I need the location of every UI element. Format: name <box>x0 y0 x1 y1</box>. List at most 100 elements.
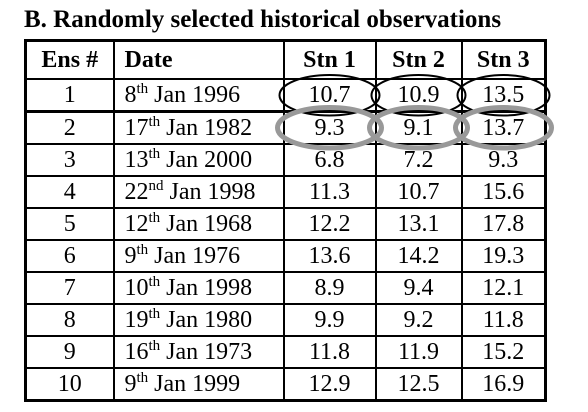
cell-stn3: 12.1 <box>460 271 547 305</box>
date-suffix: th <box>148 274 161 290</box>
cell-ens: 5 <box>24 207 115 241</box>
cell-stn1: 13.6 <box>282 239 377 273</box>
date-month-year: Jan 1968 <box>160 211 253 237</box>
cell-stn2: 10.9 <box>374 78 463 113</box>
cell-stn3: 13.7 <box>460 110 547 145</box>
date-month-year: Jan 1999 <box>148 371 241 397</box>
cell-stn1: 6.8 <box>282 143 377 177</box>
cell-stn1: 12.9 <box>282 367 377 402</box>
header-ens: Ens # <box>24 39 115 80</box>
cell-ens: 3 <box>24 143 115 177</box>
date-month-year: Jan 1982 <box>160 115 253 141</box>
date-month-year: Jan 1996 <box>148 82 241 108</box>
date-day: 10 <box>124 275 149 301</box>
date-suffix: th <box>136 81 149 97</box>
date-day: 8 <box>124 82 137 108</box>
cell-date: 19th Jan 1980 <box>112 303 285 337</box>
table-row: 5 12th Jan 1968 12.2 13.1 17.8 <box>24 207 547 241</box>
cell-ens: 8 <box>24 303 115 337</box>
cell-stn2: 10.7 <box>374 175 463 209</box>
cell-stn1: 11.3 <box>282 175 377 209</box>
observations-table-wrap: Ens # Date Stn 1 Stn 2 Stn 3 1 8th Jan 19… <box>24 39 547 402</box>
cell-stn3: 17.8 <box>460 207 547 241</box>
cell-stn1: 11.8 <box>282 335 377 369</box>
cell-stn1: 12.2 <box>282 207 377 241</box>
date-day: 19 <box>124 307 149 333</box>
date-month-year: Jan 1976 <box>148 243 241 269</box>
cell-ens: 7 <box>24 271 115 305</box>
cell-date: 12th Jan 1968 <box>112 207 285 241</box>
cell-ens: 6 <box>24 239 115 273</box>
date-day: 13 <box>124 147 149 173</box>
date-suffix: nd <box>148 178 164 194</box>
header-stn3: Stn 3 <box>460 39 547 80</box>
cell-stn2: 9.2 <box>374 303 463 337</box>
cell-ens: 9 <box>24 335 115 369</box>
date-suffix: th <box>148 306 161 322</box>
date-suffix: th <box>136 370 149 386</box>
date-month-year: Jan 1998 <box>163 179 256 205</box>
date-month-year: Jan 1998 <box>160 275 253 301</box>
date-day: 9 <box>124 371 137 397</box>
date-suffix: th <box>136 242 149 258</box>
table-row: 4 22nd Jan 1998 11.3 10.7 15.6 <box>24 175 547 209</box>
header-row: Ens # Date Stn 1 Stn 2 Stn 3 <box>24 39 547 80</box>
cell-ens: 10 <box>24 367 115 402</box>
cell-stn2: 11.9 <box>374 335 463 369</box>
table-row: 6 9th Jan 1976 13.6 14.2 19.3 <box>24 239 547 273</box>
cell-stn3: 11.8 <box>460 303 547 337</box>
date-month-year: Jan 1973 <box>160 339 253 365</box>
cell-stn2: 9.1 <box>374 110 463 145</box>
cell-date: 9th Jan 1999 <box>112 367 285 402</box>
header-stn1: Stn 1 <box>282 39 377 80</box>
cell-ens: 4 <box>24 175 115 209</box>
date-suffix: th <box>148 114 161 130</box>
cell-stn2: 13.1 <box>374 207 463 241</box>
cell-ens: 2 <box>24 110 115 145</box>
date-day: 9 <box>124 243 137 269</box>
table-title: B. Randomly selected historical observat… <box>24 6 502 33</box>
cell-stn2: 7.2 <box>374 143 463 177</box>
cell-stn2: 12.5 <box>374 367 463 402</box>
table-row: 8 19th Jan 1980 9.9 9.2 11.8 <box>24 303 547 337</box>
date-day: 17 <box>124 115 149 141</box>
table-body: 1 8th Jan 1996 10.7 10.9 13.5 2 17th Jan 1982 9… <box>24 78 547 402</box>
date-suffix: th <box>148 146 161 162</box>
table-row: 1 8th Jan 1996 10.7 10.9 13.5 <box>24 78 547 113</box>
date-day: 22 <box>124 179 149 205</box>
date-suffix: th <box>148 210 161 226</box>
cell-stn3: 15.6 <box>460 175 547 209</box>
cell-stn3: 16.9 <box>460 367 547 402</box>
date-day: 12 <box>124 211 149 237</box>
cell-stn1: 8.9 <box>282 271 377 305</box>
table-row: 7 10th Jan 1998 8.9 9.4 12.1 <box>24 271 547 305</box>
cell-date: 10th Jan 1998 <box>112 271 285 305</box>
cell-date: 9th Jan 1976 <box>112 239 285 273</box>
date-month-year: Jan 2000 <box>160 147 253 173</box>
header-stn2: Stn 2 <box>374 39 463 80</box>
cell-stn3: 15.2 <box>460 335 547 369</box>
cell-stn1: 9.3 <box>282 110 377 145</box>
cell-stn3: 9.3 <box>460 143 547 177</box>
date-suffix: th <box>148 338 161 354</box>
cell-date: 22nd Jan 1998 <box>112 175 285 209</box>
table-row: 9 16th Jan 1973 11.8 11.9 15.2 <box>24 335 547 369</box>
date-day: 16 <box>124 339 149 365</box>
cell-date: 13th Jan 2000 <box>112 143 285 177</box>
table-row: 10 9th Jan 1999 12.9 12.5 16.9 <box>24 367 547 402</box>
cell-stn1: 9.9 <box>282 303 377 337</box>
cell-ens: 1 <box>24 78 115 113</box>
table-row: 2 17th Jan 1982 9.3 9.1 13.7 <box>24 110 547 145</box>
cell-stn2: 14.2 <box>374 239 463 273</box>
table-row: 3 13th Jan 2000 6.8 7.2 9.3 <box>24 143 547 177</box>
date-month-year: Jan 1980 <box>160 307 253 333</box>
observations-table: Ens # Date Stn 1 Stn 2 Stn 3 1 8th Jan 19… <box>24 39 547 402</box>
cell-date: 17th Jan 1982 <box>112 110 285 145</box>
cell-date: 8th Jan 1996 <box>112 78 285 113</box>
header-date: Date <box>112 39 285 80</box>
cell-stn3: 13.5 <box>460 78 547 113</box>
cell-stn1: 10.7 <box>282 78 377 113</box>
cell-date: 16th Jan 1973 <box>112 335 285 369</box>
cell-stn2: 9.4 <box>374 271 463 305</box>
cell-stn3: 19.3 <box>460 239 547 273</box>
